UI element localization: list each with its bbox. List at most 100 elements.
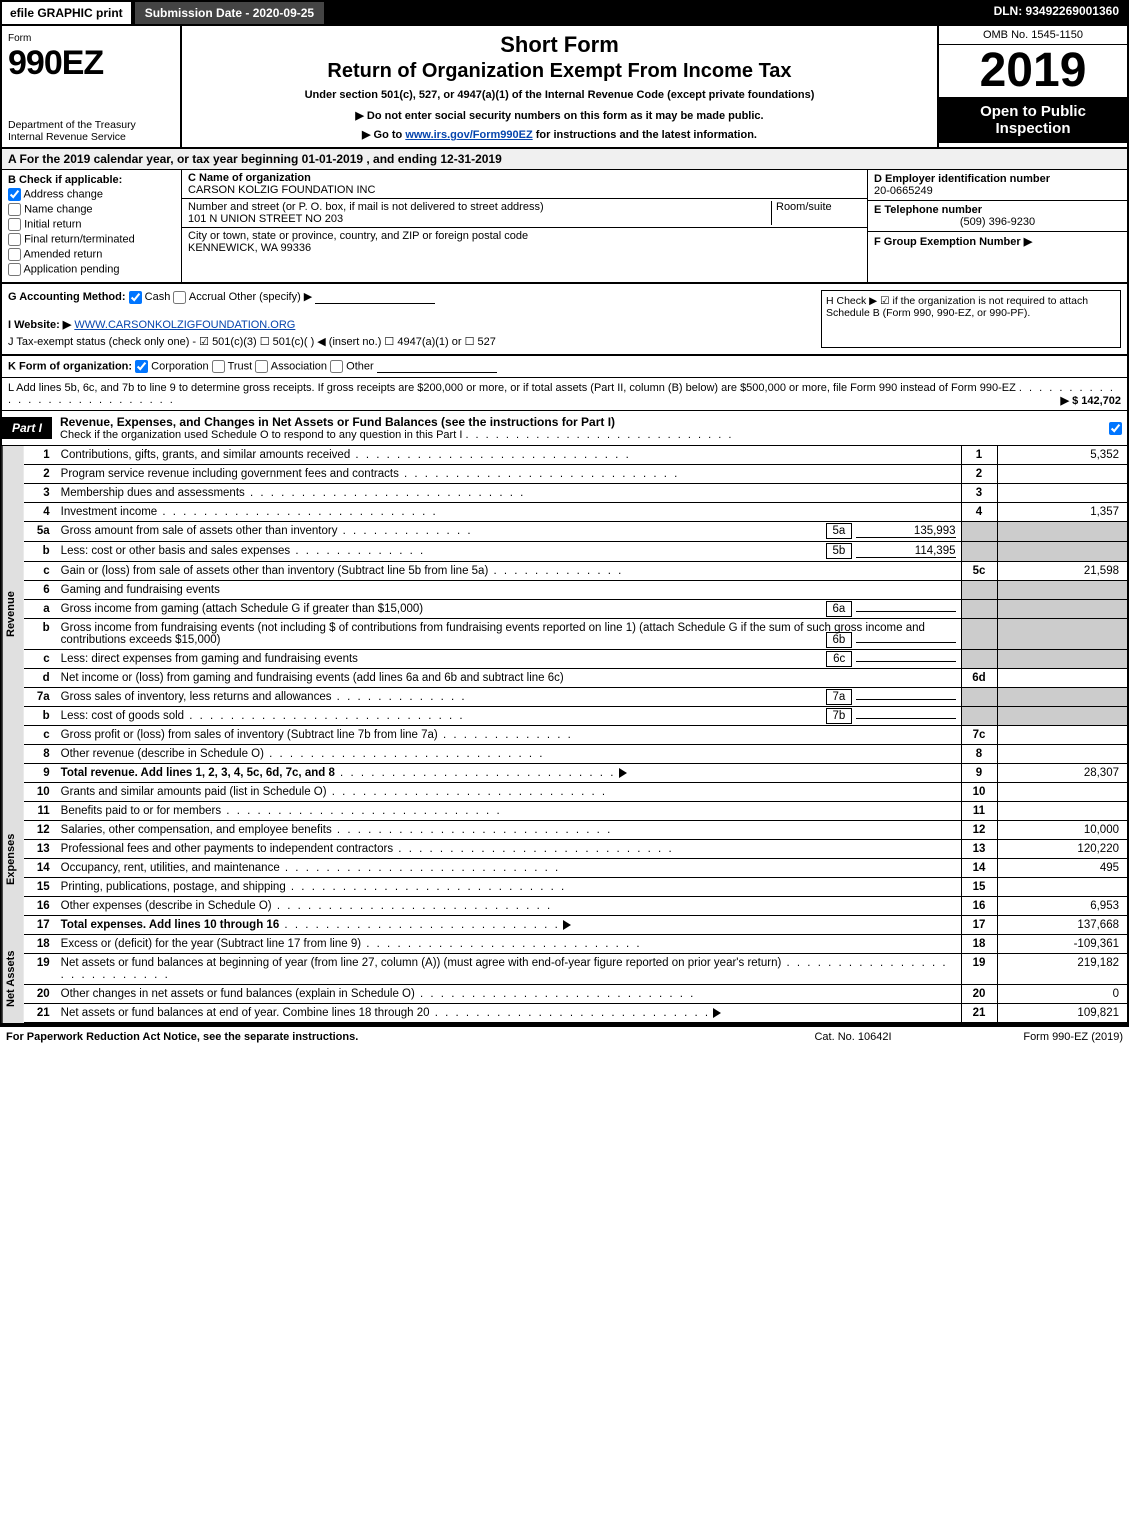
j-tax-exempt: J Tax-exempt status (check only one) - ☑… [8,335,821,348]
row-l: L Add lines 5b, 6c, and 7b to line 9 to … [0,378,1129,411]
val-12: 10,000 [997,820,1127,839]
revenue-block: Revenue 1Contributions, gifts, grants, a… [0,446,1129,783]
val-21: 109,821 [997,1003,1127,1022]
val-11 [997,801,1127,820]
efile-graphic-print[interactable]: efile GRAPHIC print [0,0,133,26]
cb-other-org[interactable] [330,360,343,373]
period-row: A For the 2019 calendar year, or tax yea… [0,149,1129,170]
info-block: B Check if applicable: Address change Na… [0,170,1129,284]
val-3 [997,483,1127,502]
part-i-bar: Part I Revenue, Expenses, and Changes in… [0,411,1129,446]
netassets-block: Net Assets 18Excess or (deficit) for the… [0,935,1129,1025]
i-website-label: I Website: ▶ [8,319,71,331]
c-city-label: City or town, state or province, country… [188,230,528,242]
cb-corporation[interactable] [135,360,148,373]
header-left: Form 990EZ Department of the Treasury In… [2,26,182,147]
val-18: -109,361 [997,935,1127,954]
c-room-label: Room/suite [776,201,832,213]
website-link[interactable]: WWW.CARSONKOLZIGFOUNDATION.ORG [74,319,295,331]
val-4: 1,357 [997,502,1127,521]
val-14: 495 [997,858,1127,877]
arrow-icon [563,920,571,930]
section-def: D Employer identification number 20-0665… [867,170,1127,282]
val-7c [997,725,1127,744]
d-ein-label: D Employer identification number [874,173,1050,185]
open-public: Open to Public Inspection [939,97,1127,143]
val-1: 5,352 [997,446,1127,465]
subtitle-section: Under section 501(c), 527, or 4947(a)(1)… [192,89,927,101]
revenue-label: Revenue [2,446,24,783]
form-number: 990EZ [8,44,174,83]
gross-receipts: ▶ $ 142,702 [1061,394,1121,407]
header-center: Short Form Return of Organization Exempt… [182,26,937,147]
subtitle-goto: ▶ Go to www.irs.gov/Form990EZ for instru… [192,128,927,141]
val-2 [997,464,1127,483]
org-city: KENNEWICK, WA 99336 [188,242,311,254]
top-bar: efile GRAPHIC print Submission Date - 20… [0,0,1129,26]
val-17: 137,668 [997,915,1127,934]
footer-paperwork: For Paperwork Reduction Act Notice, see … [6,1031,763,1043]
cb-trust[interactable] [212,360,225,373]
footer-formno: Form 990-EZ (2019) [943,1031,1123,1043]
val-5a: 135,993 [856,525,956,538]
c-street-label: Number and street (or P. O. box, if mail… [188,201,544,213]
g-label: G Accounting Method: [8,291,126,303]
val-8 [997,744,1127,763]
header-right: OMB No. 1545-1150 2019 Open to Public In… [937,26,1127,147]
val-5c: 21,598 [997,561,1127,580]
val-16: 6,953 [997,896,1127,915]
arrow-icon [619,768,627,778]
cb-application-pending[interactable] [8,263,21,276]
footer: For Paperwork Reduction Act Notice, see … [0,1025,1129,1047]
e-tel-label: E Telephone number [874,204,982,216]
form-header: Form 990EZ Department of the Treasury In… [0,26,1129,149]
expenses-label: Expenses [2,783,24,935]
org-street: 101 N UNION STREET NO 203 [188,213,343,225]
section-b: B Check if applicable: Address change Na… [2,170,182,282]
cb-accrual[interactable] [173,291,186,304]
val-5b: 114,395 [856,545,956,558]
submission-date: Submission Date - 2020-09-25 [133,0,326,26]
subtitle-ssn: ▶ Do not enter social security numbers o… [192,109,927,122]
title-short-form: Short Form [192,32,927,58]
arrow-icon [713,1008,721,1018]
val-10 [997,783,1127,802]
section-h: H Check ▶ ☑ if the organization is not r… [821,290,1121,348]
val-13: 120,220 [997,839,1127,858]
b-label: B Check if applicable: [8,174,175,186]
netassets-label: Net Assets [2,935,24,1023]
cb-schedule-o[interactable] [1109,422,1122,435]
title-return: Return of Organization Exempt From Incom… [192,60,927,83]
cb-amended-return[interactable] [8,248,21,261]
tax-year: 2019 [939,45,1127,97]
cb-association[interactable] [255,360,268,373]
val-15 [997,877,1127,896]
form-label: Form [8,33,31,44]
f-group-label: F Group Exemption Number ▶ [874,236,1032,248]
cb-initial-return[interactable] [8,218,21,231]
irs-service: Internal Revenue Service [8,131,126,143]
dln: DLN: 93492269001360 [984,0,1129,26]
val-6d [997,668,1127,687]
part-i-tag: Part I [2,417,52,439]
cb-address-change[interactable] [8,188,21,201]
org-name: CARSON KOLZIG FOUNDATION INC [188,184,375,196]
dept-treasury: Department of the Treasury [8,119,136,131]
ein: 20-0665249 [874,185,933,197]
irs-link[interactable]: www.irs.gov/Form990EZ [405,129,532,141]
cb-name-change[interactable] [8,203,21,216]
row-k: K Form of organization: Corporation Trus… [0,356,1129,378]
c-name-label: C Name of organization [188,172,311,184]
section-c: C Name of organization CARSON KOLZIG FOU… [182,170,867,282]
val-19: 219,182 [997,953,1127,984]
val-9: 28,307 [997,763,1127,782]
cb-cash[interactable] [129,291,142,304]
telephone: (509) 396-9230 [874,216,1121,228]
omb-number: OMB No. 1545-1150 [939,26,1127,45]
val-20: 0 [997,984,1127,1003]
cb-final-return[interactable] [8,233,21,246]
footer-catno: Cat. No. 10642I [763,1031,943,1043]
part-i-title: Revenue, Expenses, and Changes in Net As… [60,415,615,429]
expenses-block: Expenses 10Grants and similar amounts pa… [0,783,1129,935]
section-gih: G Accounting Method: Cash Accrual Other … [0,284,1129,356]
